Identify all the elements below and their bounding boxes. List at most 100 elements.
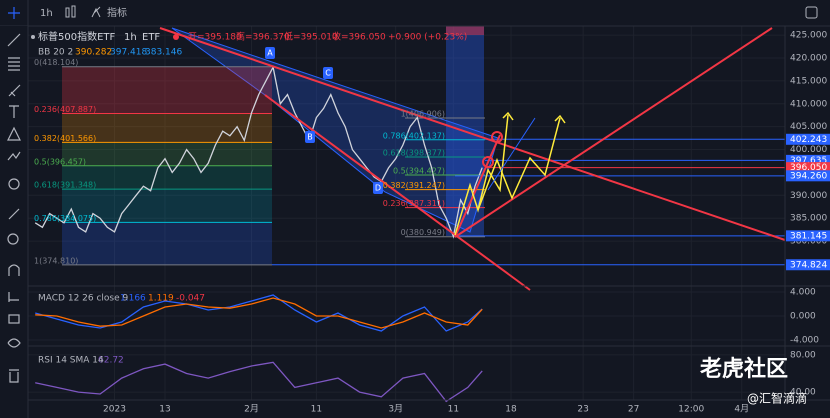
watermark-author: @汇智滴滴 (747, 391, 807, 406)
legend-value: 1.119 (148, 294, 174, 304)
lock-drawing-tool[interactable] (8, 292, 19, 302)
drawing-tools (7, 7, 21, 383)
lock-tool[interactable] (8, 314, 20, 324)
candle-type-button[interactable] (65, 5, 76, 18)
trend-line (454, 134, 501, 238)
fib-label: 1(374.810) (34, 256, 78, 265)
fib-label: 0(380.949) (401, 228, 445, 237)
fib-band (62, 222, 272, 265)
symbol-exchange: ETF (142, 32, 160, 43)
trend-lines (159, 27, 786, 291)
y-tick-label: 425.000 (790, 31, 827, 41)
fib-label: 0.786(384.075) (34, 214, 96, 223)
x-tick-label: 27 (628, 405, 639, 415)
prediction-tool[interactable] (7, 151, 21, 161)
measure-tool[interactable] (8, 208, 20, 220)
annotation: A (267, 49, 273, 58)
data-line (34, 65, 483, 239)
price-label: 374.824 (790, 260, 827, 270)
trend-line (264, 94, 531, 291)
x-tick-label: 2月 (244, 404, 259, 415)
fib-label: 0.236(387.311) (383, 199, 445, 208)
bb-value: 390.282 (75, 48, 112, 58)
crosshair-tool[interactable] (8, 7, 20, 19)
position-stop (446, 26, 484, 35)
price-label-box (786, 133, 830, 145)
y-tick-label: 390.000 (790, 191, 827, 201)
price-label: 394.260 (790, 171, 827, 181)
y-tick-label: 40.00 (790, 388, 816, 398)
y-tick-label: 4.000 (790, 287, 816, 297)
y-tick-label: 405.000 (790, 122, 827, 132)
arrow-head (554, 114, 566, 124)
projection-arrow (477, 117, 561, 211)
delete-tool[interactable] (9, 369, 19, 383)
x-tick-label: 18 (505, 405, 517, 415)
fib-band (62, 66, 272, 114)
shape-tool[interactable] (8, 178, 20, 190)
annotation-box (265, 47, 275, 59)
zoom-tool[interactable] (7, 233, 19, 245)
symbol-title: 标普500指数ETF (38, 30, 116, 43)
fib-label: 0.786(402.137) (383, 131, 445, 140)
x-tick-label: 11 (448, 405, 459, 415)
x-tick-label: 4月 (734, 404, 749, 415)
fib-label: 0.382(391.247) (383, 181, 445, 190)
top-toolbar (0, 0, 830, 26)
watermark-brand: 老虎社区 (699, 356, 788, 382)
left-toolbar (0, 26, 28, 418)
text-tool[interactable] (9, 105, 19, 118)
fib-band (62, 142, 272, 166)
fib-band (62, 165, 272, 190)
fib-label: 0.618(398.377) (383, 148, 445, 157)
x-tick-label: 3月 (388, 404, 403, 415)
magnet-tool[interactable] (8, 264, 20, 276)
brush-tool[interactable] (8, 84, 21, 97)
trendline-tool[interactable] (7, 33, 21, 47)
indicator-button[interactable]: 指标 (107, 6, 127, 19)
legend-value: 62.72 (98, 356, 124, 366)
trend-line (159, 27, 786, 241)
annotation: D (375, 184, 381, 193)
x-tick-label: 12:00 (678, 405, 704, 415)
x-tick-label: 13 (159, 405, 170, 415)
bb-value: 383.146 (145, 48, 182, 58)
interval-button[interactable]: 1h (40, 8, 53, 19)
y-tick-label: 0.000 (790, 312, 816, 322)
macd-legend: MACD 12 26 close 9 (38, 294, 129, 304)
pattern-tool[interactable] (7, 126, 21, 141)
y-tick-label: 420.000 (790, 54, 827, 64)
fib-label: 0.618(391.348) (34, 181, 96, 190)
hide-tool[interactable] (7, 338, 21, 348)
price-label: 396.050 (790, 163, 827, 173)
fib-tool[interactable] (8, 57, 20, 71)
fib-label: 0.5(394.427) (393, 167, 445, 176)
marker-circle (491, 131, 503, 143)
price-label-box (786, 162, 830, 174)
annotation-box (323, 67, 333, 79)
fib-band (62, 113, 272, 143)
price-label-box (786, 170, 830, 182)
trend-line (454, 27, 773, 238)
indicator-icon[interactable] (91, 6, 101, 18)
annotation: B (307, 133, 313, 142)
price-label: 397.635 (790, 156, 827, 166)
ohlc-value: 高=396.370 (236, 31, 290, 43)
bb-legend: BB 20 2 (38, 48, 73, 58)
settings-button[interactable] (805, 6, 818, 19)
y-tick-label: 380.000 (790, 237, 827, 247)
annotation-box (373, 182, 383, 194)
legend-value: -0.047 (176, 294, 205, 304)
y-tick-label: 410.000 (790, 99, 827, 109)
price-label: 381.145 (790, 231, 827, 241)
ohlc-value: +0.900 (+0.23%) (388, 33, 467, 43)
symbol-interval: 1h (124, 32, 137, 43)
price-label-box (786, 259, 830, 271)
rsi-legend: RSI 14 SMA 14 (38, 356, 104, 366)
y-tick-label: 400.000 (790, 145, 827, 155)
annotation: C (325, 69, 331, 78)
projection-arrow (454, 114, 509, 236)
arrow-head (502, 111, 514, 121)
fib-label: 0.236(407.887) (34, 105, 96, 114)
